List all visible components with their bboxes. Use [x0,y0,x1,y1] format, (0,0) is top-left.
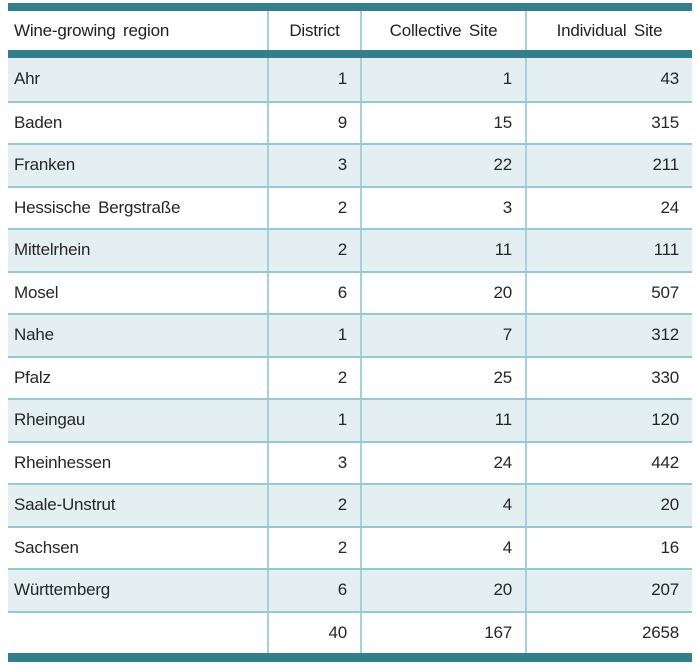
header-separator-bar [8,50,692,58]
collective-site-cell: 24 [360,442,525,483]
collective-site-cell: 22 [360,145,525,186]
region-cell: Ahr [14,69,40,89]
table-row: Mittelrhein 2 11 111 [8,228,692,271]
collective-site-cell: 167 [360,612,525,653]
district-cell: 2 [267,230,360,271]
region-cell: Rheinhessen [14,452,112,472]
collective-site-cell: 4 [360,485,525,526]
table-row: Baden 9 15 315 [8,100,692,143]
table-row: Pfalz 2 25 330 [8,355,692,398]
individual-site-cell: 2658 [525,612,692,653]
district-cell: 9 [267,102,360,143]
collective-site-cell: 3 [360,187,525,228]
individual-site-cell: 16 [525,527,692,568]
collective-site-cell: 1 [360,58,525,101]
individual-site-cell: 120 [525,400,692,441]
individual-site-cell: 211 [525,145,692,186]
region-cell: Sachsen [14,537,79,557]
region-cell: Pfalz [14,367,51,387]
table-header-row: Wine-growing region District Collective … [8,11,692,50]
table-row: Franken 3 22 211 [8,143,692,186]
collective-site-cell: 20 [360,570,525,611]
district-cell: 3 [267,442,360,483]
column-header-district: District [267,11,360,50]
individual-site-cell: 330 [525,357,692,398]
district-cell: 2 [267,485,360,526]
district-cell: 2 [267,187,360,228]
region-cell: Nahe [14,325,54,345]
table-row: Rheingau 1 11 120 [8,398,692,441]
region-cell: Mosel [14,282,59,302]
region-cell [8,613,267,654]
district-cell: 40 [267,612,360,653]
collective-site-cell: 11 [360,400,525,441]
table-row: Mosel 6 20 507 [8,270,692,313]
district-cell: 1 [267,58,360,101]
table-row: Nahe 1 7 312 [8,313,692,356]
table-row: Sachsen 2 4 16 [8,525,692,568]
collective-site-cell: 4 [360,527,525,568]
individual-site-cell: 315 [525,102,692,143]
column-header-collective-site: Collective Site [360,11,525,50]
column-header-region: Wine-growing region [14,20,170,40]
region-cell: Franken [14,155,75,175]
individual-site-cell: 43 [525,58,692,101]
individual-site-cell: 20 [525,485,692,526]
table-body: Ahr 1 1 43 Baden 9 15 315 Franken 3 22 2… [8,58,692,653]
table-row: Saale-Unstrut 2 4 20 [8,483,692,526]
top-border-bar [8,3,692,11]
collective-site-cell: 7 [360,315,525,356]
collective-site-cell: 20 [360,272,525,313]
district-cell: 1 [267,400,360,441]
bottom-border-bar [8,653,692,662]
district-cell: 3 [267,145,360,186]
individual-site-cell: 442 [525,442,692,483]
column-header-individual-site: Individual Site [525,11,692,50]
individual-site-cell: 312 [525,315,692,356]
region-cell: Hessische Bergstraße [14,197,181,217]
collective-site-cell: 15 [360,102,525,143]
region-cell: Rheingau [14,410,86,430]
table-row: Rheinhessen 3 24 442 [8,440,692,483]
table-total-row: 40 167 2658 [8,610,692,654]
region-cell: Saale-Unstrut [14,495,116,515]
region-cell: Mittelrhein [14,240,91,260]
district-cell: 1 [267,315,360,356]
individual-site-cell: 24 [525,187,692,228]
collective-site-cell: 25 [360,357,525,398]
region-cell: Württemberg [14,580,111,600]
table-row: Württemberg 6 20 207 [8,568,692,611]
district-cell: 2 [267,527,360,568]
individual-site-cell: 111 [525,230,692,271]
district-cell: 2 [267,357,360,398]
collective-site-cell: 11 [360,230,525,271]
district-cell: 6 [267,570,360,611]
table-row: Ahr 1 1 43 [8,58,692,101]
individual-site-cell: 207 [525,570,692,611]
table-row: Hessische Bergstraße 2 3 24 [8,185,692,228]
region-cell: Baden [14,112,63,132]
individual-site-cell: 507 [525,272,692,313]
district-cell: 6 [267,272,360,313]
